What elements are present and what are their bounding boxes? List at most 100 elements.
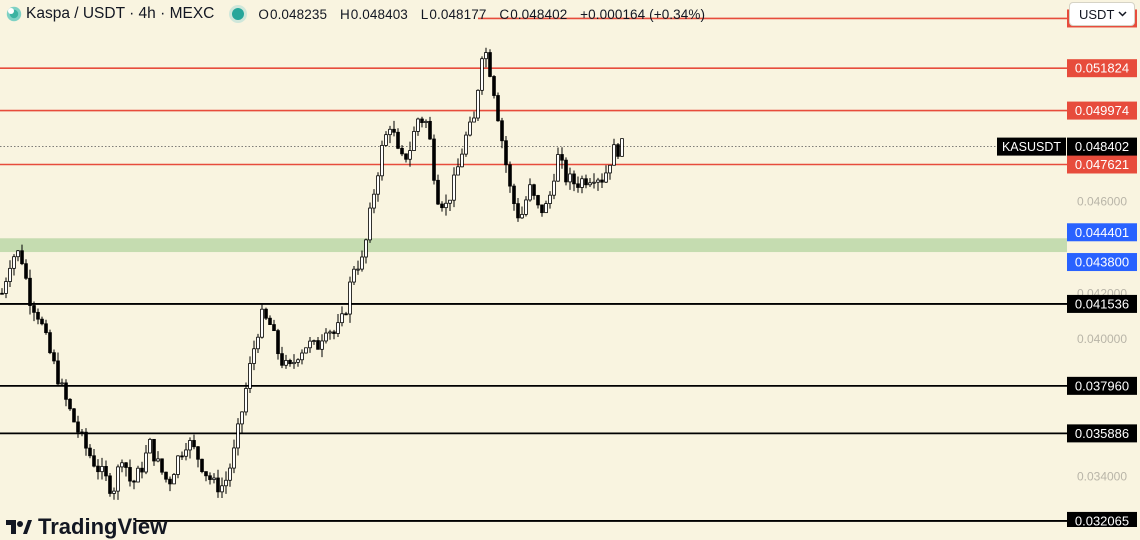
candle — [252, 340, 256, 371]
svg-text:0.032065: 0.032065 — [1075, 513, 1129, 527]
candle — [332, 329, 336, 340]
candle — [304, 347, 308, 354]
candle — [220, 477, 224, 499]
kaspa-logo-icon — [6, 6, 22, 22]
candle — [152, 438, 156, 466]
candle — [512, 183, 516, 211]
candle — [496, 92, 500, 122]
market-status-dot-icon — [232, 8, 245, 20]
tradingview-watermark: TradingView — [6, 514, 167, 540]
candle — [68, 398, 72, 411]
candle — [40, 316, 44, 326]
ohlc-open-key: O — [258, 6, 269, 22]
candle — [568, 167, 572, 190]
candle — [144, 445, 148, 475]
candle — [536, 194, 540, 209]
candle — [492, 75, 496, 99]
candle — [12, 254, 16, 276]
candle — [392, 120, 396, 137]
candle — [604, 165, 608, 184]
candle — [376, 172, 380, 202]
candle — [100, 457, 104, 480]
candle — [148, 437, 152, 454]
candle — [516, 197, 520, 222]
candle — [456, 158, 460, 176]
ohlc-change-value: +0.000164 (+0.34%) — [580, 6, 706, 22]
candle — [180, 451, 184, 461]
candle — [36, 308, 40, 325]
ohlc-close-key: C — [499, 6, 510, 22]
candle — [576, 176, 580, 193]
svg-text:0.035886: 0.035886 — [1075, 426, 1129, 441]
candle — [544, 200, 548, 214]
candle — [448, 199, 452, 211]
chevron-down-icon — [1118, 11, 1127, 17]
candle — [96, 459, 100, 480]
axis-tick-label: 0.046000 — [1077, 195, 1127, 209]
currency-value: USDT — [1079, 6, 1115, 22]
candle — [360, 250, 364, 272]
axis-tick-label: 0.034000 — [1077, 470, 1127, 484]
candle — [464, 131, 468, 157]
symbol-price-tag: KASUSDT — [997, 137, 1066, 156]
candle — [420, 116, 424, 128]
candle — [80, 429, 84, 437]
candle — [72, 407, 76, 423]
candle — [416, 117, 420, 136]
ohlc-low-key: L — [420, 6, 429, 22]
candle — [468, 116, 472, 137]
candle — [620, 138, 624, 157]
candle — [280, 346, 284, 369]
candle — [8, 260, 12, 287]
candle — [296, 358, 300, 367]
last-price-label: 0.048402 — [1067, 137, 1137, 156]
candles — [0, 47, 624, 500]
candle — [312, 339, 316, 345]
candle — [408, 141, 412, 167]
candle — [4, 277, 8, 299]
candle — [140, 461, 144, 479]
candle — [580, 175, 584, 194]
candle — [352, 265, 356, 285]
candle — [520, 206, 524, 219]
currency-selector[interactable]: USDT — [1069, 2, 1135, 26]
symbol-title[interactable]: Kaspa / USDT · 4h · MEXC — [26, 5, 215, 22]
candle — [156, 451, 160, 463]
candle — [196, 446, 200, 468]
candle — [276, 328, 280, 360]
support-zone — [0, 238, 1067, 253]
candle — [64, 379, 68, 407]
candle — [472, 111, 476, 123]
candle — [104, 460, 108, 481]
candle — [284, 354, 288, 369]
candle — [440, 201, 444, 212]
candle — [612, 138, 616, 166]
candle — [272, 319, 276, 332]
candle — [20, 244, 24, 266]
support-price-label: 0.041536 — [1067, 294, 1137, 313]
candle — [384, 131, 388, 147]
price-chart[interactable]: 0.0460000.0420000.0400000.0340000.053994… — [0, 0, 1140, 527]
candle — [540, 204, 544, 217]
candle — [524, 196, 528, 217]
candle — [336, 313, 340, 338]
candle — [136, 465, 140, 483]
candle — [572, 170, 576, 192]
candle — [124, 461, 128, 477]
candle — [364, 238, 368, 264]
candle — [548, 191, 552, 209]
svg-text:0.037960: 0.037960 — [1075, 378, 1129, 393]
svg-text:0.047621: 0.047621 — [1075, 157, 1129, 172]
candle — [232, 439, 236, 474]
candle — [56, 352, 60, 387]
ohlc-low-value: 0.048177 — [429, 6, 487, 22]
candle — [592, 173, 596, 189]
candle — [584, 174, 588, 189]
candle — [176, 455, 180, 479]
candle — [356, 260, 360, 275]
candle — [208, 472, 212, 485]
candle — [28, 269, 32, 315]
candle — [268, 315, 272, 325]
support-price-label: 0.032065 — [1067, 511, 1137, 527]
ohlc-close-value: 0.048402 — [510, 6, 568, 22]
